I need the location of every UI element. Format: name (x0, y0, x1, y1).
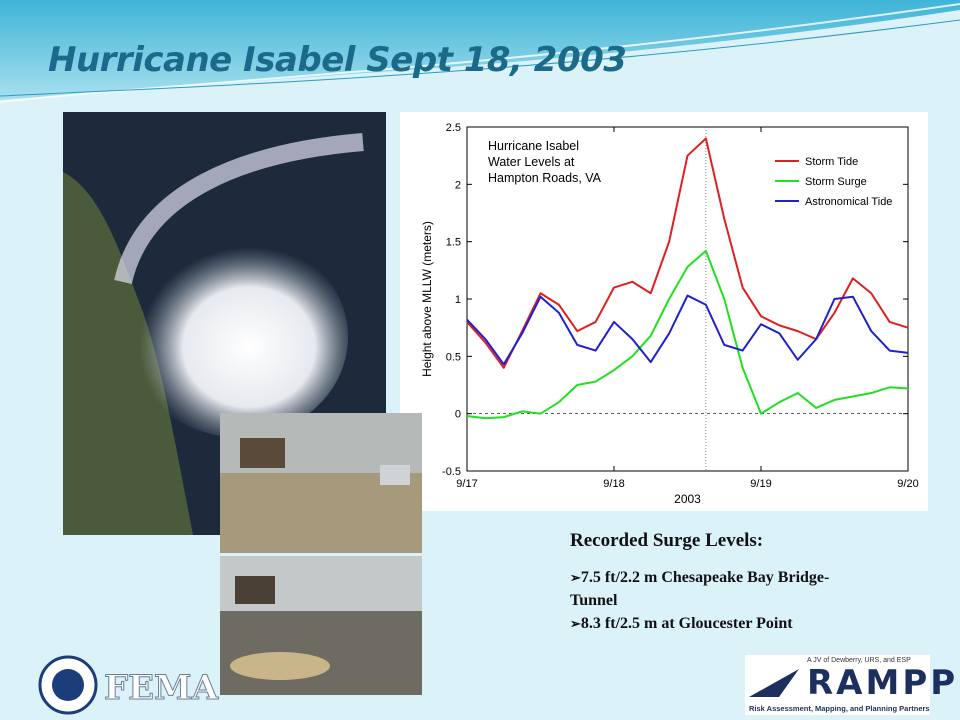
photo-sandbags (220, 556, 422, 695)
bullet-text: 8.3 ft/2.5 m at Gloucester Point (580, 615, 793, 633)
bullet-list: 7.5 ft/2.2 m Chesapeake Bay Bridge-Tunne… (570, 566, 870, 636)
rampp-logo: A JV of Dewberry, URS, and ESP RAMPP Ris… (745, 655, 955, 715)
chart-title: Hurricane Isabel (488, 139, 579, 153)
y-tick-label: 2.5 (446, 122, 461, 134)
series-line (466, 137, 909, 369)
legend-label: Storm Tide (805, 156, 858, 168)
x-tick-label: 9/17 (456, 478, 477, 490)
y-tick-label: 0 (455, 409, 461, 421)
dhs-seal (38, 655, 98, 715)
bullet: 8.3 ft/2.5 m at Gloucester Point (570, 612, 870, 635)
photo-beach-road (220, 413, 422, 553)
chart-title: Water Levels at (488, 155, 575, 169)
notes: Recorded Surge Levels: 7.5 ft/2.2 m Ches… (570, 530, 870, 636)
y-tick-label: 2 (455, 179, 461, 191)
x-tick-label: 9/19 (750, 478, 771, 490)
bullet: 7.5 ft/2.2 m Chesapeake Bay Bridge-Tunne… (570, 566, 870, 612)
y-tick-label: 0.5 (446, 351, 461, 363)
rampp-name: RAMPP (807, 663, 959, 703)
x-axis-label: 2003 (674, 492, 701, 506)
header-waves (0, 0, 960, 103)
x-tick-label: 9/20 (897, 478, 918, 490)
chart-title: Hampton Roads, VA (488, 171, 602, 185)
series-line (466, 249, 909, 420)
y-tick-label: -0.5 (442, 466, 461, 478)
series-line (466, 294, 909, 366)
legend-label: Storm Surge (805, 176, 867, 188)
x-tick-label: 9/18 (603, 478, 624, 490)
rampp-tagline: A JV of Dewberry, URS, and ESP (807, 657, 911, 664)
fema-logo: FEMA (103, 668, 219, 709)
y-tick-label: 1 (455, 294, 461, 306)
legend-label: Astronomical Tide (805, 196, 892, 208)
chart: -0.5 0 0.5 1 1.5 2 2.5 9/17 9/18 9/19 9/20 2003 Heig… (400, 112, 928, 511)
y-tick-label: 1.5 (446, 237, 461, 249)
notes-heading: Recorded Surge Levels: (570, 530, 764, 551)
slide-title: Hurricane Isabel Sept 18, 2003 (48, 40, 627, 80)
rampp-subtitle: Risk Assessment, Mapping, and Planning P… (749, 704, 930, 713)
rampp-swoosh (749, 669, 799, 697)
bullet-text: 7.5 ft/2.2 m Chesapeake Bay Bridge-Tunne… (570, 569, 830, 610)
y-axis-label: Height above MLLW (meters) (420, 221, 434, 377)
